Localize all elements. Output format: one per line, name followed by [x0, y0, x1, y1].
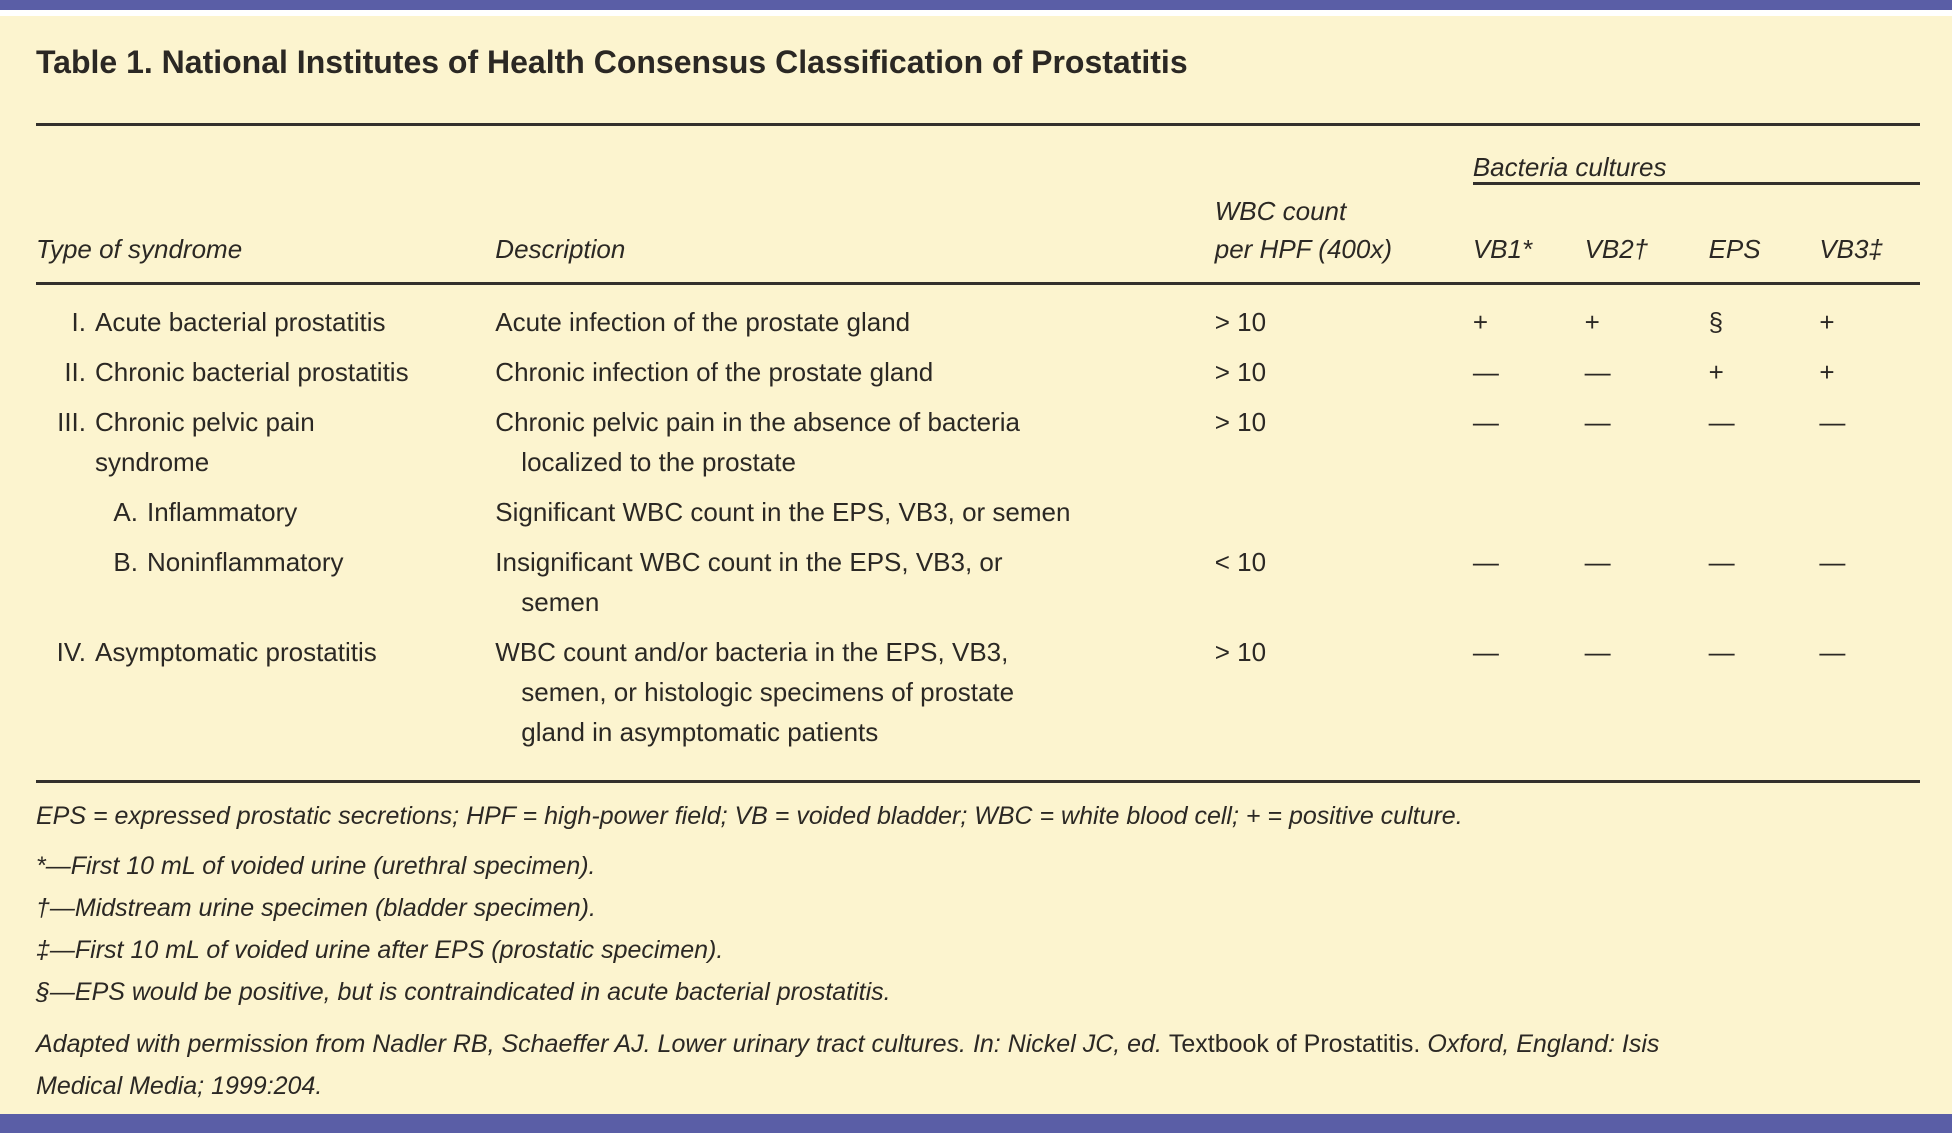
eps-value: —	[1708, 636, 1735, 667]
bacteria-cultures-group-header: Bacteria cultures	[1472, 126, 1920, 185]
description-text: Chronic infection of the prostate gland	[495, 356, 934, 387]
footnote-section-sign: §—EPS would be positive, but is contrain…	[36, 977, 891, 1006]
syndrome-label: Noninflammatory	[147, 546, 344, 577]
table-row-chronic-bacterial: II. Chronic bacterial prostatitis Chroni…	[36, 347, 1920, 397]
classification-table-wrapper: Bacteria cultures Type of syndrome Descr…	[36, 123, 1920, 783]
table-header: Bacteria cultures Type of syndrome Descr…	[36, 126, 1920, 285]
wbc-value: > 10	[1214, 356, 1267, 387]
citation-italic-part-2: Oxford, England: Isis	[1420, 1029, 1660, 1058]
vb3-value: +	[1819, 306, 1835, 337]
eps-value: +	[1708, 356, 1724, 387]
row-number: II.	[64, 356, 86, 387]
citation-line-1: Adapted with permission from Nadler RB, …	[36, 1023, 1920, 1065]
wbc-value	[1215, 487, 1473, 537]
syndrome-label: Acute bacterial prostatitis	[95, 306, 386, 337]
vb2-value: —	[1584, 356, 1611, 387]
column-header-vb3: VB3‡	[1819, 183, 1920, 285]
column-header-vb2: VB2†	[1584, 183, 1709, 285]
vb1-value: —	[1472, 546, 1499, 577]
footnote-asterisk: *—First 10 mL of voided urine (urethral …	[36, 851, 596, 880]
table-row-chronic-pelvic-pain: III. Chronic pelvic pain syndrome Chroni…	[36, 397, 1920, 487]
footnotes-section: EPS = expressed prostatic secretions; HP…	[36, 795, 1920, 1107]
table-row-inflammatory: A. Inflammatory Significant WBC count in…	[36, 487, 1920, 537]
vb1-value: —	[1472, 406, 1499, 437]
table-row-acute-bacterial: I. Acute bacterial prostatitis Acute inf…	[36, 283, 1920, 347]
description-text: Chronic pelvic pain in the absence of ba…	[495, 406, 1020, 477]
syndrome-label: Inflammatory	[147, 496, 298, 527]
description-text: Significant WBC count in the EPS, VB3, o…	[495, 496, 1071, 527]
table-row-asymptomatic: IV. Asymptomatic prostatitis WBC count a…	[36, 627, 1920, 780]
eps-value: §	[1708, 306, 1724, 337]
wbc-value: > 10	[1214, 636, 1267, 667]
vb2-value	[1585, 487, 1709, 537]
vb1-value: —	[1472, 636, 1499, 667]
vb3-value	[1819, 487, 1920, 537]
classification-table: Bacteria cultures Type of syndrome Descr…	[36, 126, 1920, 780]
eps-value	[1709, 487, 1820, 537]
vb3-value: —	[1819, 406, 1846, 437]
vb2-value: —	[1584, 636, 1611, 667]
eps-value: —	[1708, 406, 1735, 437]
bottom-purple-band	[0, 1114, 1952, 1133]
vb2-value: —	[1584, 406, 1611, 437]
column-header-description: Description	[495, 183, 1215, 285]
eps-value: —	[1708, 546, 1735, 577]
citation-italic-part-1: Adapted with permission from Nadler RB, …	[36, 1029, 1169, 1058]
wbc-value: < 10	[1214, 546, 1267, 577]
syndrome-label: Chronic pelvic pain syndrome	[95, 406, 315, 477]
group-header-row: Bacteria cultures	[36, 126, 1920, 185]
footnote-dagger: †—Midstream urine specimen (bladder spec…	[36, 893, 596, 922]
vb1-value	[1473, 487, 1585, 537]
syndrome-label: Chronic bacterial prostatitis	[95, 356, 409, 387]
description-text: Insignificant WBC count in the EPS, VB3,…	[495, 546, 1003, 617]
row-number: A.	[113, 496, 138, 527]
row-number: IV.	[56, 636, 86, 667]
wbc-value: > 10	[1214, 406, 1267, 437]
description-text: Acute infection of the prostate gland	[495, 306, 911, 337]
vb2-value: +	[1584, 306, 1600, 337]
vb3-value: +	[1819, 356, 1835, 387]
table-title: Table 1. National Institutes of Health C…	[36, 44, 1188, 80]
column-header-eps: EPS	[1708, 183, 1820, 285]
table-content-area: Table 1. National Institutes of Health C…	[36, 22, 1920, 1107]
syndrome-label: Asymptomatic prostatitis	[95, 636, 377, 667]
citation-line-2: Medical Media; 1999:204.	[36, 1071, 323, 1100]
vb3-value: —	[1819, 636, 1846, 667]
source-citation: Adapted with permission from Nadler RB, …	[36, 1023, 1920, 1107]
column-header-wbc: WBC count per HPF (400x)	[1214, 183, 1473, 285]
row-number: III.	[57, 406, 86, 437]
description-text: WBC count and/or bacteria in the EPS, VB…	[495, 636, 1015, 747]
vb2-value: —	[1584, 546, 1611, 577]
table-row-noninflammatory: B. Noninflammatory Insignificant WBC cou…	[36, 537, 1920, 627]
group-header-spacer	[36, 126, 1473, 184]
row-number: B.	[113, 546, 138, 577]
footnote-abbreviations: EPS = expressed prostatic secretions; HP…	[36, 801, 1463, 830]
vb1-value: —	[1472, 356, 1499, 387]
column-header-row: Type of syndrome Description WBC count p…	[36, 183, 1920, 285]
row-number: I.	[71, 306, 86, 337]
wbc-value: > 10	[1214, 306, 1267, 337]
table-body: I. Acute bacterial prostatitis Acute inf…	[36, 283, 1920, 780]
vb1-value: +	[1472, 306, 1489, 337]
vb3-value: —	[1819, 546, 1846, 577]
top-purple-band	[0, 0, 1952, 16]
footnote-double-dagger: ‡—First 10 mL of voided urine after EPS …	[36, 935, 724, 964]
column-header-type: Type of syndrome	[36, 183, 496, 285]
column-header-vb1: VB1*	[1472, 183, 1585, 285]
citation-book-title: Textbook of Prostatitis.	[1168, 1029, 1421, 1058]
